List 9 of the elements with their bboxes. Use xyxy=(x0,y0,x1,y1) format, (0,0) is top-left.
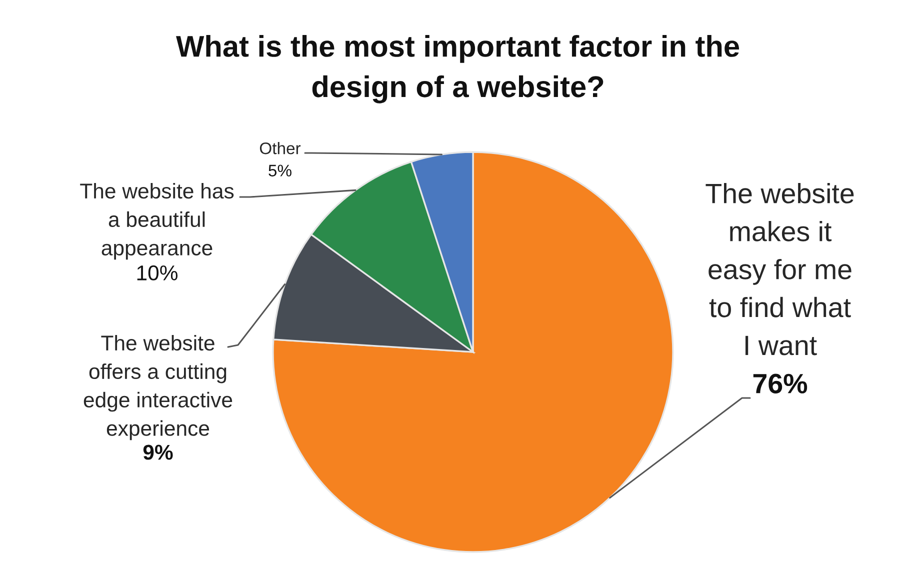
chart-title: What is the most important factor in the design of a website? xyxy=(176,35,740,104)
data-label: 5% xyxy=(268,164,292,176)
slice-label: The website has a beautiful appearance xyxy=(80,183,234,260)
slice-label: The website offers a cutting edge interactive experience xyxy=(84,335,232,440)
slice-label: Other xyxy=(260,142,301,154)
data-label: 76% xyxy=(753,374,808,394)
data-label: 10% xyxy=(137,265,178,280)
slice-label: The website makes it easy for me to find what I want xyxy=(706,183,854,356)
data-label: 9% xyxy=(143,444,173,460)
